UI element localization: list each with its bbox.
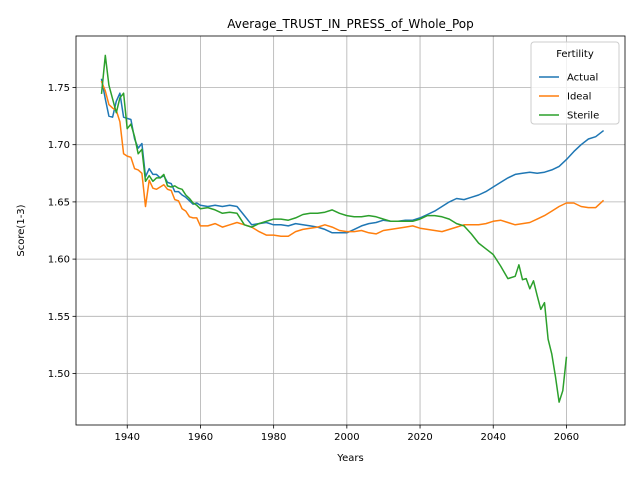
y-axis-title: Score(1-3) xyxy=(16,204,27,256)
x-tick-label: 1980 xyxy=(261,432,286,443)
y-tick-label: 1.60 xyxy=(48,255,70,266)
x-tick-label: 1960 xyxy=(188,432,213,443)
y-axis-ticks: 1.50 1.55 1.60 1.65 1.70 1.75 xyxy=(48,83,76,380)
y-tick-label: 1.70 xyxy=(48,140,70,151)
y-tick-label: 1.75 xyxy=(48,83,70,94)
x-tick-label: 1940 xyxy=(115,432,140,443)
legend-title: Fertility xyxy=(556,49,594,60)
series-line-actual xyxy=(100,78,605,234)
y-tick-label: 1.65 xyxy=(48,197,70,208)
legend-label-actual: Actual xyxy=(567,73,598,84)
x-tick-label: 2000 xyxy=(334,432,359,443)
series-line-sterile xyxy=(100,54,568,403)
legend-label-ideal: Ideal xyxy=(567,92,591,103)
x-axis-ticks: 1940 1960 1980 2000 2020 2040 2060 xyxy=(115,425,579,443)
plot-frame xyxy=(75,35,626,426)
y-tick-label: 1.55 xyxy=(48,312,70,323)
x-tick-label: 2020 xyxy=(407,432,432,443)
y-tick-label: 1.50 xyxy=(48,369,70,380)
x-tick-label: 2060 xyxy=(554,432,579,443)
series-line-ideal xyxy=(100,80,605,237)
legend: Fertility Actual Ideal Sterile xyxy=(530,41,620,125)
chart-title: Average_TRUST_IN_PRESS_of_Whole_Pop xyxy=(227,17,473,31)
series-lines xyxy=(100,54,605,403)
x-tick-label: 2040 xyxy=(481,432,506,443)
legend-entries: Actual Ideal Sterile xyxy=(539,73,599,122)
legend-label-sterile: Sterile xyxy=(567,111,599,122)
legend-box xyxy=(530,41,620,125)
x-axis-title: Years xyxy=(336,453,363,464)
